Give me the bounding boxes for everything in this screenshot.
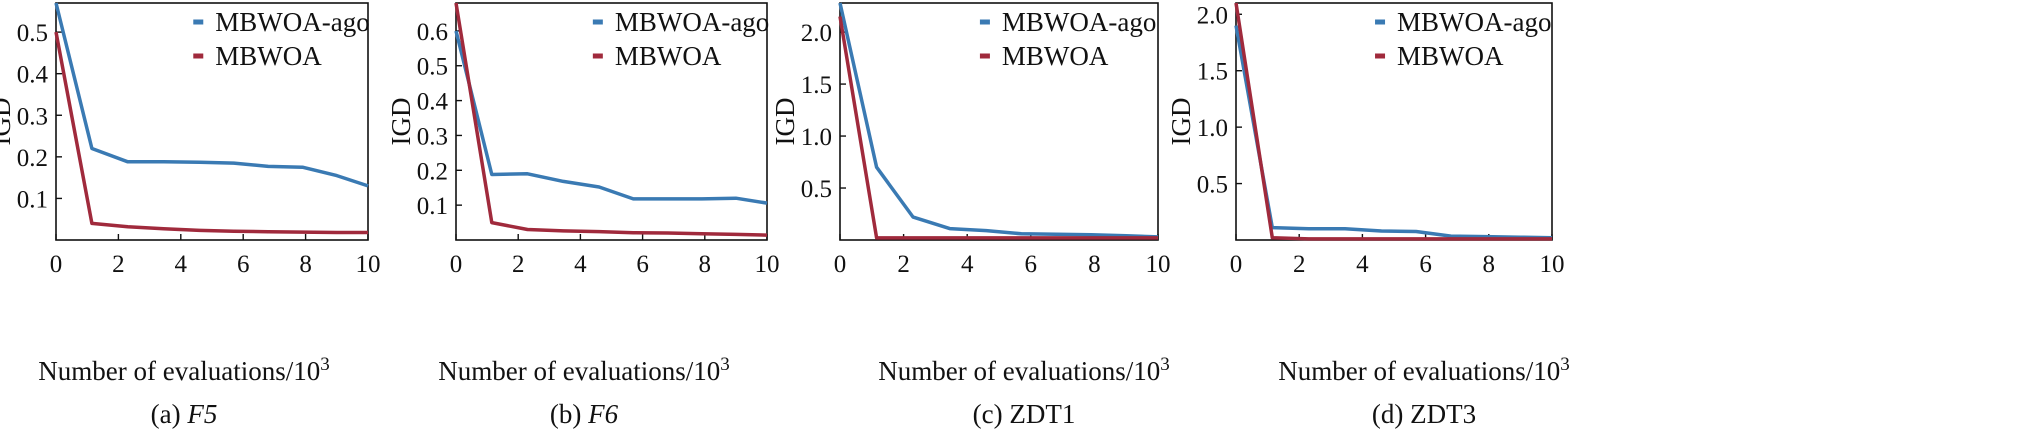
y-tick-label: 0.3 (417, 123, 448, 150)
panel-caption: (c) ZDT1 (973, 399, 1076, 429)
x-axis-title-text: Number of evaluations/10 (1278, 356, 1560, 386)
y-tick-label: 2.0 (801, 20, 832, 47)
series-line-mbwoa-ago (454, 30, 768, 205)
panel-caption-name: F5 (186, 399, 217, 429)
chart-panel-3: 0 2 4 6 8 10 0.5 1.0 1.5 2.0 MBWOA-ago MBWOA IGD Numb… (770, 2, 1171, 429)
series-line-mbwoa (1234, 2, 1552, 241)
y-tick-label: 0.1 (417, 193, 448, 220)
y-tick-label: 0.4 (17, 62, 49, 89)
x-tick-label: 10 (1146, 251, 1171, 278)
y-tick-label: 2.0 (1197, 2, 1228, 29)
x-tick-label: 10 (1540, 251, 1565, 278)
panel-caption-name: ZDT1 (1009, 399, 1075, 429)
legend-label: MBWOA-ago (1397, 7, 1551, 37)
y-tick-label: 1.5 (801, 72, 832, 99)
x-axis-title-superscript: 3 (1160, 354, 1170, 375)
y-tick-label: 0.5 (1197, 172, 1228, 199)
series-line-mbwoa-ago (1234, 25, 1553, 240)
x-axis-title-superscript: 3 (1560, 354, 1570, 375)
series-line-mbwoa (838, 16, 1158, 240)
plot-frame (55, 2, 369, 241)
x-tick-label: 4 (574, 251, 587, 278)
legend-label: MBWOA (215, 41, 322, 71)
x-axis-title: Number of evaluations/103 (38, 354, 329, 386)
x-tick-label: 8 (1088, 251, 1101, 278)
x-tick-label: 10 (356, 251, 381, 278)
y-tick-label: 0.3 (17, 103, 48, 130)
y-axis-title: IGD (1166, 98, 1196, 146)
x-tick-label: 4 (175, 251, 188, 278)
x-axis-title-superscript: 3 (720, 354, 730, 375)
chart-panel-2: 0 2 4 6 8 10 0.1 0.2 0.3 0.4 0.5 0.6 MBWOA-ago MBWOA I… (386, 2, 780, 429)
y-tick-label: 0.5 (17, 20, 48, 47)
chart-panel-4: 0 2 4 6 8 10 0.5 1.0 1.5 2.0 MBWOA-ago MBWOA IGD Numb… (1166, 2, 1570, 429)
x-tick-label: 2 (1293, 251, 1306, 278)
series-line-mbwoa-ago (54, 2, 369, 188)
x-axis-title: Number of evaluations/103 (438, 354, 729, 386)
x-tick-label: 0 (1230, 251, 1243, 278)
panel-caption-prefix: (a) (151, 399, 188, 429)
chart-panel-1: 0 2 4 6 8 10 0.1 0.2 0.3 0.4 0.5 MBWOA-ago MBWOA IGD N… (0, 2, 381, 429)
x-tick-label: 6 (1419, 251, 1432, 278)
y-tick-label: 0.5 (801, 176, 832, 203)
x-tick-label: 8 (299, 251, 312, 278)
y-tick-label: 0.6 (417, 19, 448, 46)
x-tick-label: 6 (1025, 251, 1038, 278)
x-axis-title-text: Number of evaluations/10 (878, 356, 1160, 386)
y-tick-label: 0.2 (17, 145, 48, 172)
y-tick-label: 0.1 (17, 186, 48, 213)
x-tick-label: 6 (636, 251, 649, 278)
series-line-mbwoa (54, 31, 368, 235)
panel-caption-name: F6 (587, 399, 618, 429)
x-tick-label: 0 (50, 251, 63, 278)
plot-frame (839, 2, 1159, 241)
plot-frame (1235, 2, 1553, 241)
x-axis-title-text: Number of evaluations/10 (38, 356, 320, 386)
legend-label: MBWOA (1002, 41, 1109, 71)
x-tick-label: 2 (897, 251, 910, 278)
series-line-mbwoa (454, 2, 768, 237)
y-tick-label: 0.5 (417, 54, 448, 81)
panel-caption-name: ZDT3 (1410, 399, 1476, 429)
y-axis-title: IGD (386, 98, 416, 146)
panel-caption-prefix: (b) (550, 399, 588, 429)
y-tick-label: 0.4 (417, 89, 449, 116)
x-tick-label: 4 (961, 251, 974, 278)
y-tick-label: 0.2 (417, 158, 448, 185)
panel-caption: (d) ZDT3 (1372, 399, 1476, 429)
legend-label: MBWOA-ago (1002, 7, 1156, 37)
x-tick-label: 8 (699, 251, 712, 278)
x-axis-title-text: Number of evaluations/10 (438, 356, 720, 386)
x-axis-title-superscript: 3 (320, 354, 330, 375)
x-tick-label: 6 (237, 251, 250, 278)
panel-caption-prefix: (c) (973, 399, 1010, 429)
series-line-mbwoa-ago (838, 2, 1159, 239)
panel-caption: (a) F5 (151, 399, 218, 429)
y-axis-title: IGD (770, 98, 800, 146)
legend-label: MBWOA (1397, 41, 1504, 71)
y-tick-label: 1.5 (1197, 59, 1228, 86)
x-axis-title: Number of evaluations/103 (1278, 354, 1569, 386)
y-axis-title: IGD (0, 98, 16, 146)
legend-label: MBWOA-ago (215, 7, 369, 37)
legend-label: MBWOA (615, 41, 722, 71)
x-tick-label: 2 (512, 251, 525, 278)
x-tick-label: 8 (1483, 251, 1496, 278)
panel-caption-prefix: (d) (1372, 399, 1410, 429)
x-tick-label: 10 (755, 251, 780, 278)
x-tick-label: 0 (450, 251, 463, 278)
x-axis-title: Number of evaluations/103 (878, 354, 1169, 386)
x-tick-label: 0 (834, 251, 847, 278)
panel-caption: (b) F6 (550, 399, 619, 429)
y-tick-label: 1.0 (801, 124, 832, 151)
x-tick-label: 4 (1356, 251, 1369, 278)
x-tick-label: 2 (112, 251, 125, 278)
y-tick-label: 1.0 (1197, 115, 1228, 142)
legend-label: MBWOA-ago (615, 7, 769, 37)
plot-frame (455, 2, 768, 241)
